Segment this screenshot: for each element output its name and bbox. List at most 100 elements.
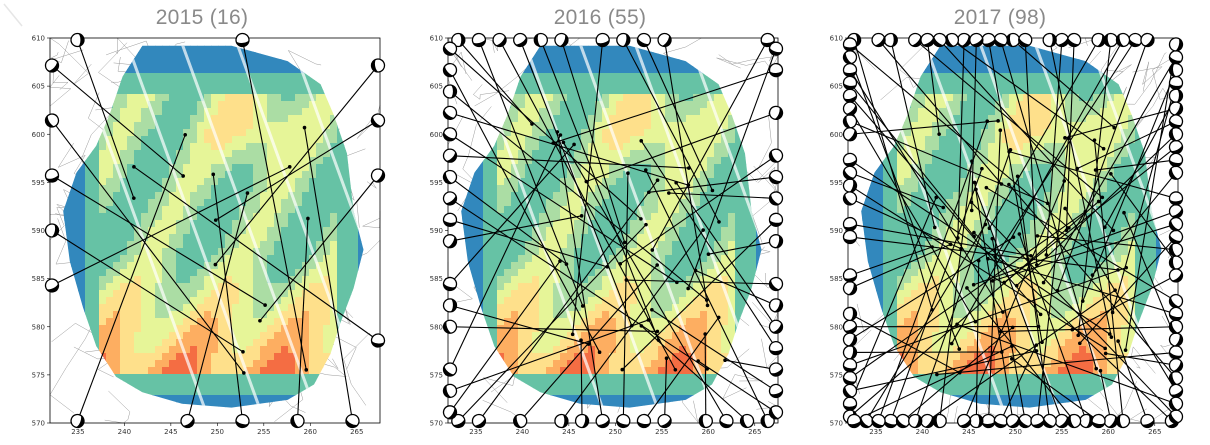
focal-mechanism-icon <box>1054 32 1070 48</box>
focal-mechanism-icon <box>768 362 784 377</box>
y-tick-label: 580 <box>430 323 443 331</box>
y-tick-label: 575 <box>32 371 45 379</box>
epicenter-dot <box>570 332 575 337</box>
x-tick-label: 255 <box>655 428 668 436</box>
focal-mechanism-icon <box>1103 413 1118 429</box>
focal-mechanism-icon <box>842 101 858 116</box>
insar-map: 235 240 245 250 255 260 265 610 605 600 595 590 585 5… <box>430 32 784 436</box>
epicenter-dot <box>639 324 644 328</box>
focal-mechanism-icon <box>1115 413 1131 429</box>
focal-mechanism-icon <box>768 62 784 78</box>
focal-mechanism-icon <box>1168 88 1184 103</box>
y-tick-label: 605 <box>430 83 443 91</box>
epicenter-dot <box>957 347 962 351</box>
focal-mechanism-icon <box>908 32 923 48</box>
x-tick-label: 260 <box>1102 428 1115 436</box>
epicenter-dot <box>990 236 995 241</box>
focal-mechanism-icon <box>44 113 60 128</box>
focal-mechanism-icon <box>1168 152 1184 168</box>
epicenter-dot <box>558 133 563 137</box>
epicenter-dot <box>1111 228 1116 233</box>
focal-mechanism-icon <box>442 212 458 227</box>
insar-map: 235 240 245 250 255 260 265 610 605 600 595 590 585 5… <box>32 32 386 436</box>
epicenter-dot <box>626 171 630 176</box>
epicenter-dot <box>673 367 678 372</box>
focal-mechanism-icon <box>956 32 972 48</box>
x-tick-label: 240 <box>916 428 929 436</box>
epicenter-dot <box>667 191 671 195</box>
focal-mechanism-icon <box>554 32 569 48</box>
epicenter-dot <box>710 188 715 193</box>
focal-mechanism-icon <box>1168 191 1184 206</box>
epicenter-dot <box>561 140 566 145</box>
focal-mechanism-icon <box>842 358 858 373</box>
focal-mechanism-icon <box>842 127 858 142</box>
focal-mechanism-icon <box>1066 32 1082 48</box>
epicenter-dot <box>1034 343 1039 347</box>
focal-mechanism-icon <box>1018 413 1033 429</box>
focal-mechanism-icon <box>1091 32 1106 48</box>
epicenter-dot <box>655 178 660 182</box>
focal-mechanism-icon <box>768 212 784 227</box>
focal-mechanism-icon <box>842 62 858 78</box>
epicenter-dot <box>932 225 937 230</box>
x-tick-label: 255 <box>257 428 270 436</box>
epicenter-dot <box>181 174 185 178</box>
epicenter-dot <box>1103 346 1107 351</box>
epicenter-dot <box>1078 341 1082 346</box>
focal-mechanism-icon <box>471 413 487 429</box>
epicenter-dot <box>1011 235 1016 239</box>
focal-mechanism-icon <box>969 413 984 429</box>
focal-mechanism-icon <box>442 234 458 249</box>
epicenter-dot <box>701 228 705 232</box>
focal-mechanism-icon <box>442 319 458 334</box>
focal-mechanism-icon <box>1018 32 1033 48</box>
focal-mechanism-icon <box>1168 204 1184 219</box>
focal-mechanism-icon <box>842 191 858 206</box>
epicenter-dot <box>1103 225 1107 229</box>
focal-mechanism-icon <box>1042 32 1057 48</box>
focal-mechanism-icon <box>1168 101 1184 116</box>
focal-mechanism-icon <box>235 413 250 429</box>
epicenter-dot <box>723 358 727 363</box>
epicenter-dot <box>1062 179 1067 183</box>
epicenter-dot <box>1093 168 1098 172</box>
focal-mechanism-icon <box>1168 216 1184 232</box>
epicenter-dot <box>1103 351 1108 356</box>
focal-mechanism-icon <box>1168 396 1184 411</box>
epicenter-dot <box>949 341 954 346</box>
x-tick-label: 235 <box>469 428 482 436</box>
focal-mechanism-icon <box>235 32 250 48</box>
y-tick-label: 605 <box>830 83 843 91</box>
focal-mechanism-icon <box>70 413 85 429</box>
epicenter-dot <box>664 356 669 361</box>
focal-mechanisms <box>842 32 1184 429</box>
epicenter-dot <box>258 319 262 323</box>
focal-mechanism-icon <box>1054 413 1070 429</box>
focal-mechanism-icon <box>846 413 862 429</box>
epicenter-dot <box>990 279 995 283</box>
epicenter-dot <box>1010 357 1014 361</box>
epicenter-dot <box>132 165 136 169</box>
y-tick-label: 600 <box>830 131 843 139</box>
focal-mechanism-icon <box>595 413 610 429</box>
epicenter-dot <box>1075 166 1079 171</box>
epicenter-dot <box>655 263 659 267</box>
y-tick-label: 575 <box>830 371 843 379</box>
focal-mechanism-icon <box>768 340 784 356</box>
focal-mechanism-icon <box>370 113 386 128</box>
epicenter-dot <box>1096 199 1101 204</box>
epicenter-dot <box>937 132 941 136</box>
epicenter-dot <box>970 159 974 163</box>
epicenter-dot <box>211 172 216 177</box>
epicenter-dot <box>984 185 989 190</box>
focal-mechanism-icon <box>657 413 672 429</box>
epicenter-dot <box>639 217 643 221</box>
focal-mechanism-icon <box>842 75 858 91</box>
epicenter-dot <box>1035 234 1040 238</box>
focal-mechanism-icon <box>1168 383 1184 399</box>
x-tick-label: 240 <box>118 428 131 436</box>
epicenter-dot <box>306 216 310 221</box>
epicenter-dot <box>716 315 721 320</box>
panel-title: 2016 (55) <box>553 6 647 29</box>
